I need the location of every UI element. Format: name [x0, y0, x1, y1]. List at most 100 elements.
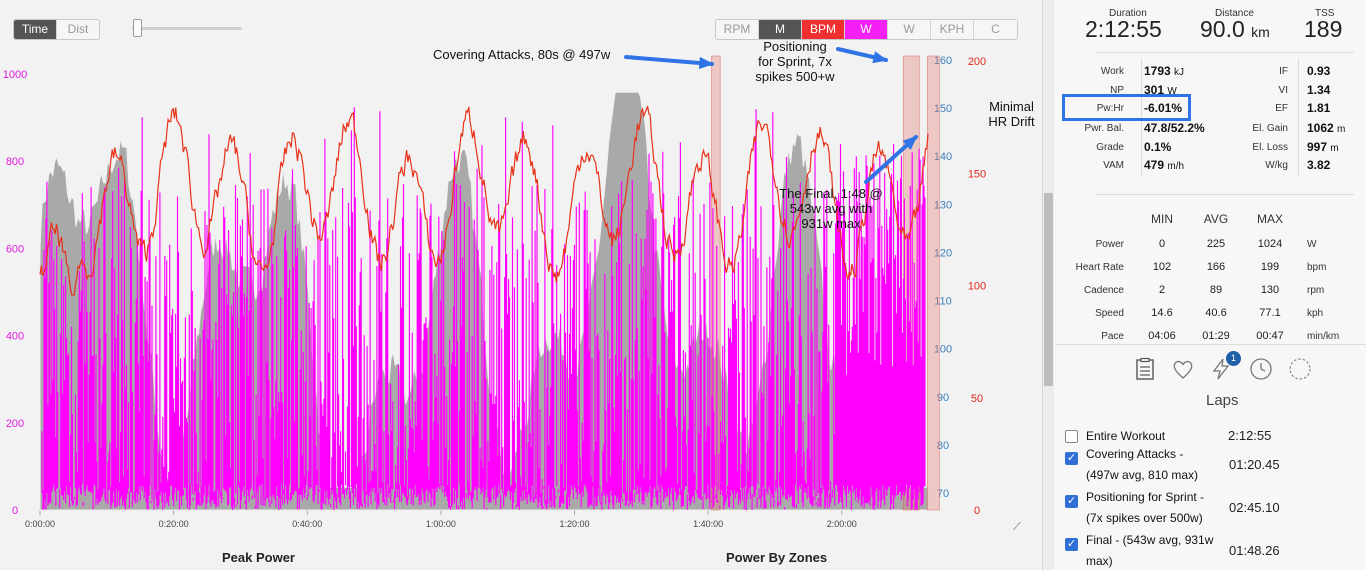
stat-value: 997 m — [1307, 140, 1339, 154]
annotation-positioning-line2: for Sprint, 7x — [758, 54, 832, 69]
lap-checkbox[interactable] — [1065, 451, 1078, 465]
minmax-unit: bpm — [1307, 262, 1327, 273]
workout-chart[interactable]: 0200400600800100070809010011012013014015… — [0, 0, 1043, 570]
stat-label: IF — [1279, 66, 1288, 77]
power-axis-tick-label: 1000 — [3, 69, 27, 81]
power-axis-tick-label: 800 — [6, 156, 24, 168]
heart-rate-axis-tick-label: 90 — [937, 392, 949, 404]
heart-rate-axis-tick-label: 80 — [937, 440, 949, 452]
lap-time: 02:45.10 — [1229, 500, 1280, 515]
power-balance-toggle[interactable]: W — [888, 20, 931, 39]
divider — [1141, 58, 1142, 176]
annotation-arrows — [624, 47, 918, 184]
lap-checkbox[interactable] — [1065, 494, 1078, 508]
elevation-toggle[interactable]: M — [759, 20, 802, 39]
stat-unit: m — [1337, 124, 1346, 135]
stat-label: Grade — [1096, 142, 1124, 153]
lap-name[interactable]: Entire Workout — [1086, 426, 1226, 447]
stat-label: W/kg — [1265, 160, 1288, 171]
divider — [1096, 194, 1354, 195]
minmax-unit: kph — [1307, 308, 1324, 319]
minmax-avg-value: 40.6 — [1205, 307, 1227, 319]
clock-icon[interactable] — [1249, 357, 1273, 381]
temperature-toggle[interactable]: C — [974, 20, 1017, 39]
stat-number: 479 — [1144, 158, 1165, 172]
lap-name-line: Final - (543w avg, 931w — [1086, 533, 1214, 547]
stat-number: -6.01% — [1144, 101, 1183, 115]
x-axis-tick-label: 1:20:00 — [560, 519, 590, 529]
stat-label: VI — [1278, 85, 1288, 96]
lightning-icon[interactable] — [1209, 357, 1233, 381]
minmax-max-value: 77.1 — [1259, 307, 1281, 319]
summary-clipboard-icon[interactable] — [1133, 357, 1157, 381]
arrow-final-head — [902, 135, 918, 150]
arrow-positioning-head — [872, 51, 888, 64]
zoom-slider-handle[interactable] — [133, 19, 142, 37]
power-axis-tick-label: 400 — [6, 331, 24, 343]
heart-rate-axis-tick-label: 130 — [934, 199, 952, 211]
heart-rate-toggle[interactable]: BPM — [802, 20, 845, 39]
stat-number: 1793 — [1144, 64, 1171, 78]
stat-value: 0.93 — [1307, 64, 1330, 78]
lap-checkbox[interactable] — [1065, 537, 1078, 551]
divider — [1096, 52, 1354, 53]
rpm-toggle[interactable]: RPM — [716, 20, 759, 39]
lap-name-line: (497w avg, 810 max) — [1086, 468, 1199, 482]
stat-number: 0.93 — [1307, 64, 1331, 78]
duration-value: 2:12:55 — [1085, 16, 1162, 42]
lap-highlight-band — [711, 55, 721, 511]
speed-toggle[interactable]: KPH — [931, 20, 974, 39]
speed-axis-tick-label: 150 — [968, 168, 986, 180]
heart-rate-axis-tick-label: 100 — [934, 344, 952, 356]
annotation-final-line1: The Final, 1:48 @ — [779, 186, 883, 201]
stat-number: 0.1% — [1144, 140, 1172, 154]
minmax-min-value: 2 — [1158, 284, 1166, 296]
zoom-slider-track[interactable] — [132, 27, 242, 30]
duration-label: Duration — [1109, 8, 1147, 19]
time-mode-button[interactable]: Time — [14, 20, 57, 39]
lap-checkbox[interactable] — [1065, 430, 1078, 443]
annotation-final-line2: 543w avg with — [789, 201, 873, 216]
x-axis-tick-label: 2:00:00 — [827, 519, 857, 529]
heart-rate-axis-tick-label: 110 — [934, 296, 952, 308]
lap-name[interactable]: Positioning for Sprint - (7x spikes over … — [1086, 487, 1226, 529]
minmax-min-value: 14.6 — [1151, 307, 1173, 319]
arrow-covering-attacks-head — [698, 56, 714, 70]
power-series — [41, 107, 926, 510]
notification-badge: 1 — [1226, 351, 1241, 366]
lap-name[interactable]: Final - (543w avg, 931w max) — [1086, 530, 1226, 570]
divider — [1056, 344, 1366, 345]
stat-number: 997 — [1307, 140, 1328, 154]
stat-label: El. Loss — [1252, 142, 1288, 153]
minmax-max-value: 1024 — [1257, 238, 1283, 250]
lap-time: 2:12:55 — [1228, 428, 1272, 443]
power-toggle[interactable]: W — [845, 20, 888, 39]
x-axis-mode-toggle: Time Dist — [13, 19, 100, 40]
minmax-avg-value: 225 — [1206, 238, 1226, 250]
minmax-row-label: Cadence — [1083, 285, 1124, 296]
scrollbar-thumb[interactable] — [1044, 193, 1053, 386]
distance-mode-button[interactable]: Dist — [57, 20, 99, 39]
heart-rate-axis-tick-label: 70 — [937, 488, 949, 500]
resize-grip-icon[interactable]: ⟋ — [1013, 521, 1021, 533]
distance-value: 90.0 — [1200, 16, 1245, 42]
stat-value: 1.34 — [1307, 83, 1330, 97]
lap-name[interactable]: Covering Attacks - (497w avg, 810 max) — [1086, 444, 1226, 486]
tss-label: TSS — [1315, 8, 1335, 19]
x-axis-tick-label: 0:00:00 — [25, 519, 55, 529]
lap-name-line: Entire Workout — [1086, 429, 1166, 443]
heart-rate-axis-tick-label: 150 — [934, 103, 952, 115]
stat-number: 1.34 — [1307, 83, 1331, 97]
stat-label: NP — [1110, 85, 1124, 96]
heart-rate-axis-tick-label: 120 — [934, 247, 952, 259]
minmax-avg-value: 89 — [1209, 284, 1223, 296]
dashed-circle-icon[interactable] — [1288, 357, 1312, 381]
heart-icon[interactable] — [1171, 357, 1195, 381]
stat-number: 301 — [1144, 83, 1165, 97]
stat-value: 479 m/h — [1144, 158, 1184, 172]
stat-value: 47.8/52.2% — [1144, 121, 1205, 135]
minmax-row-label: Power — [1095, 239, 1124, 250]
minmax-max-value: 00:47 — [1256, 330, 1284, 342]
stat-label: Work — [1100, 66, 1124, 77]
power-axis-tick-label: 600 — [6, 243, 24, 255]
